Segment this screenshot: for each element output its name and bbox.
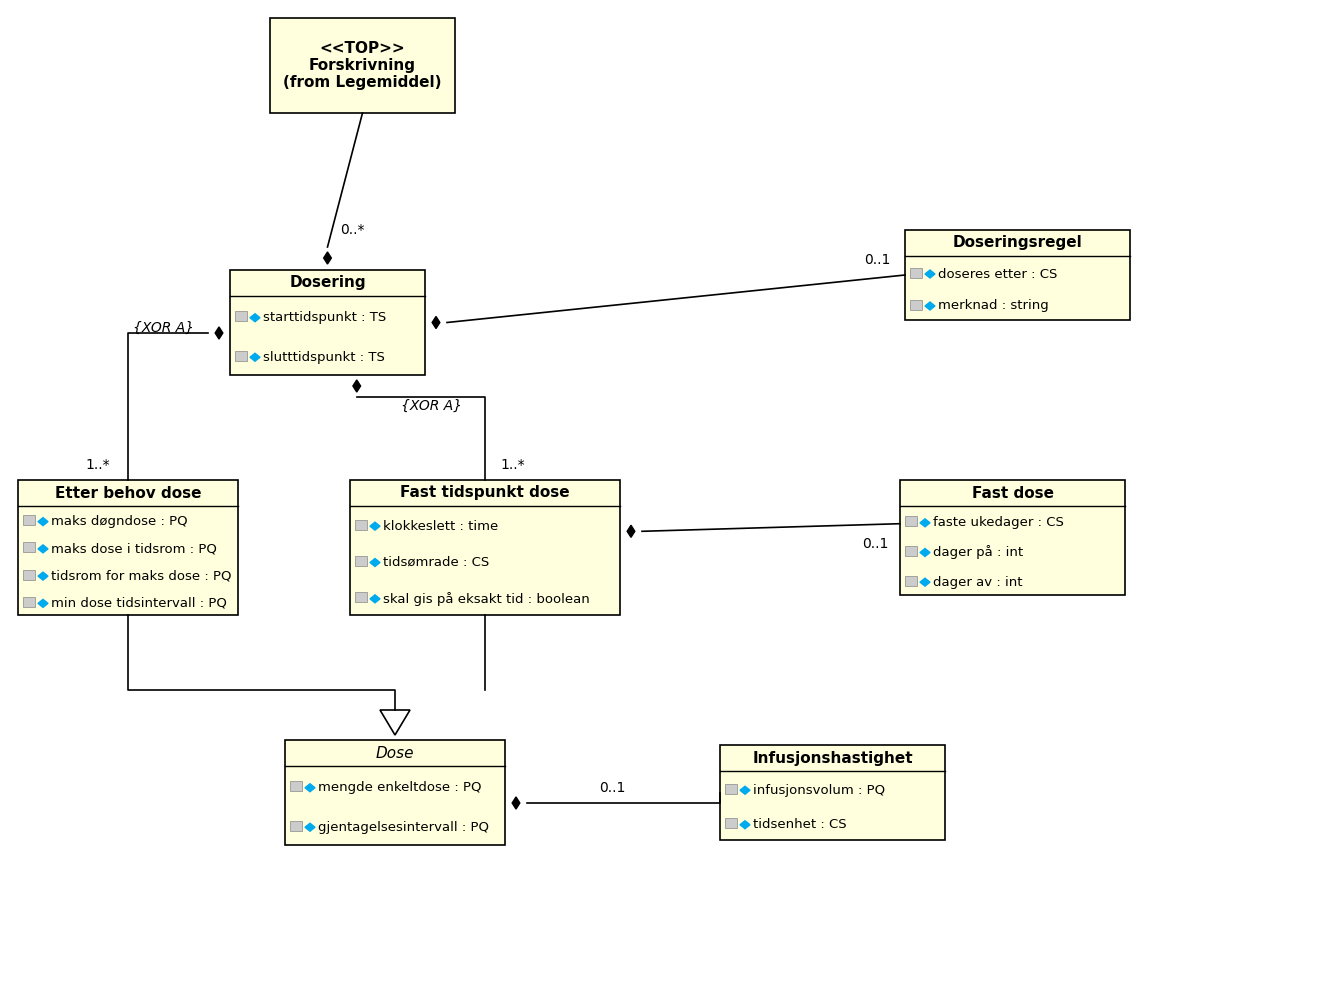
FancyBboxPatch shape (23, 597, 35, 606)
FancyBboxPatch shape (904, 546, 917, 556)
Polygon shape (353, 380, 361, 392)
Bar (17, 480, 238, 615)
Polygon shape (37, 599, 48, 607)
Text: dager av : int: dager av : int (933, 576, 1022, 589)
Text: Fast dose: Fast dose (971, 485, 1053, 501)
Polygon shape (740, 820, 751, 829)
Polygon shape (371, 595, 380, 602)
Polygon shape (925, 302, 935, 310)
Bar (720, 745, 945, 840)
Text: doseres etter : CS: doseres etter : CS (938, 267, 1057, 280)
Text: 1..*: 1..* (500, 458, 526, 472)
FancyBboxPatch shape (904, 517, 917, 527)
Text: tidsømrade : CS: tidsømrade : CS (383, 556, 490, 569)
FancyBboxPatch shape (355, 520, 367, 529)
Text: {XOR A}: {XOR A} (134, 321, 194, 335)
Polygon shape (37, 545, 48, 553)
Bar (351, 480, 619, 615)
Text: 0..1: 0..1 (862, 536, 888, 551)
Text: tidsenhet : CS: tidsenhet : CS (753, 818, 847, 831)
FancyBboxPatch shape (355, 593, 367, 602)
Polygon shape (512, 797, 520, 810)
Text: dager på : int: dager på : int (933, 545, 1024, 559)
Text: maks døgndose : PQ: maks døgndose : PQ (51, 515, 187, 528)
FancyBboxPatch shape (355, 556, 367, 566)
FancyBboxPatch shape (904, 576, 917, 586)
Text: skal gis på eksakt tid : boolean: skal gis på eksakt tid : boolean (383, 592, 590, 605)
FancyBboxPatch shape (234, 312, 246, 321)
FancyBboxPatch shape (910, 300, 922, 310)
FancyBboxPatch shape (289, 781, 301, 791)
Text: maks dose i tidsrom : PQ: maks dose i tidsrom : PQ (51, 542, 217, 555)
Polygon shape (921, 578, 930, 586)
Text: Dosering: Dosering (289, 275, 365, 291)
Bar (270, 18, 455, 113)
FancyBboxPatch shape (724, 784, 736, 794)
Text: infusjonsvolum : PQ: infusjonsvolum : PQ (753, 784, 886, 797)
Text: gjentagelsesintervall : PQ: gjentagelsesintervall : PQ (318, 820, 488, 834)
Polygon shape (250, 314, 260, 321)
Bar (285, 740, 504, 845)
Polygon shape (305, 784, 314, 792)
Text: 1..*: 1..* (86, 458, 110, 472)
Text: starttidspunkt : TS: starttidspunkt : TS (264, 312, 387, 324)
Polygon shape (371, 523, 380, 530)
Text: {XOR A}: {XOR A} (401, 399, 463, 413)
Bar (900, 480, 1125, 595)
Text: mengde enkeltdose : PQ: mengde enkeltdose : PQ (318, 781, 482, 795)
Text: Dose: Dose (376, 745, 415, 760)
Polygon shape (250, 353, 260, 361)
Polygon shape (921, 548, 930, 556)
FancyBboxPatch shape (23, 570, 35, 580)
Text: 0..1: 0..1 (864, 253, 890, 267)
Bar (230, 270, 425, 375)
Polygon shape (432, 317, 440, 328)
Text: 0..1: 0..1 (599, 781, 626, 795)
Text: Doseringsregel: Doseringsregel (953, 236, 1082, 250)
Text: Infusjonshastighet: Infusjonshastighet (752, 750, 913, 765)
FancyBboxPatch shape (23, 515, 35, 526)
Text: merknad : string: merknad : string (938, 300, 1049, 313)
Text: <<TOP>>
Forskrivning
(from Legemiddel): <<TOP>> Forskrivning (from Legemiddel) (284, 40, 442, 91)
FancyBboxPatch shape (23, 542, 35, 552)
Polygon shape (324, 252, 332, 264)
Polygon shape (37, 572, 48, 580)
Text: 0..*: 0..* (340, 223, 365, 237)
Polygon shape (305, 823, 314, 831)
Text: slutttidspunkt : TS: slutttidspunkt : TS (264, 351, 385, 364)
FancyBboxPatch shape (910, 267, 922, 277)
Text: klokkeslett : time: klokkeslett : time (383, 520, 498, 532)
Bar (904, 230, 1131, 320)
Text: min dose tidsintervall : PQ: min dose tidsintervall : PQ (51, 597, 227, 610)
Polygon shape (921, 519, 930, 527)
Text: Fast tidspunkt dose: Fast tidspunkt dose (400, 485, 570, 501)
Polygon shape (37, 518, 48, 526)
Text: faste ukedager : CS: faste ukedager : CS (933, 517, 1064, 529)
FancyBboxPatch shape (234, 351, 246, 361)
FancyBboxPatch shape (724, 818, 736, 828)
FancyBboxPatch shape (289, 820, 301, 831)
Polygon shape (371, 558, 380, 567)
Polygon shape (215, 327, 223, 339)
Polygon shape (628, 526, 634, 537)
Polygon shape (925, 270, 935, 278)
Text: tidsrom for maks dose : PQ: tidsrom for maks dose : PQ (51, 570, 231, 583)
Polygon shape (740, 786, 751, 795)
Text: Etter behov dose: Etter behov dose (55, 485, 201, 501)
